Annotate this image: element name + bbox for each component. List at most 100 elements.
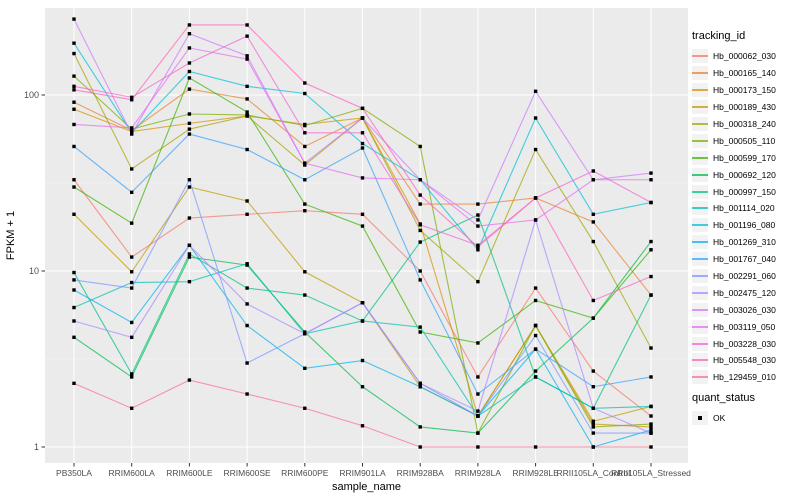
x-tick-label: RRIM928LE — [512, 468, 559, 478]
data-point-Hb_000165_140 — [418, 202, 422, 206]
data-point-Hb_000692_120 — [72, 335, 76, 340]
data-point-Hb_005548_030 — [360, 106, 365, 111]
legend-entry-label: Hb_000599_170 — [713, 152, 776, 163]
data-point-Hb_003228_030 — [187, 61, 192, 65]
data-point-Hb_002475_120 — [591, 406, 595, 410]
data-point-Hb_000318_240 — [187, 127, 192, 131]
x-tick-label: PB350LA — [56, 468, 92, 478]
data-point-Hb_000318_240 — [476, 279, 480, 284]
data-point-Hb_001196_080 — [303, 91, 307, 96]
data-point-Hb_000062_030 — [245, 212, 249, 216]
data-point-Hb_000318_240 — [533, 147, 538, 152]
data-point-Hb_001269_310 — [245, 323, 249, 328]
legend-entry-Hb_003026_030: Hb_003026_030 — [692, 301, 798, 318]
data-point-Hb_002475_120 — [72, 319, 76, 323]
data-point-Hb_001114_020 — [72, 305, 76, 310]
data-point-Hb_003119_050 — [533, 218, 538, 222]
data-point-Hb_000165_140 — [591, 220, 595, 224]
data-point-Hb_000505_110 — [591, 425, 595, 429]
data-point-Hb_003119_050 — [72, 122, 76, 127]
data-point-Hb_003228_030 — [591, 169, 595, 173]
data-point-Hb_000318_240 — [130, 167, 134, 171]
data-point-Hb_002291_060 — [533, 333, 538, 338]
data-point-Hb_000062_030 — [591, 369, 595, 373]
data-point-Hb_000599_170 — [418, 330, 422, 334]
legend-key-swatch — [692, 133, 708, 148]
legend-key-swatch — [692, 167, 708, 182]
legend-key-line-icon — [692, 139, 708, 142]
data-point-Hb_000062_030 — [187, 216, 192, 220]
data-point-Hb_005548_030 — [591, 298, 595, 303]
data-point-Hb_001767_040 — [591, 385, 595, 389]
data-point-Hb_003026_030 — [476, 218, 480, 222]
data-point-Hb_001114_020 — [418, 325, 422, 329]
legend-key-line-icon — [692, 241, 708, 244]
data-point-Hb_002475_120 — [187, 243, 192, 247]
legend-entry-label: Hb_000173_150 — [713, 85, 776, 96]
legend-entry-label: Hb_003228_030 — [713, 338, 776, 349]
legend-key-swatch — [692, 218, 708, 233]
legend-title-tracking-id: tracking_id — [692, 30, 746, 42]
quant-key-swatch — [692, 411, 708, 426]
legend-entry-label: Hb_002475_120 — [713, 287, 776, 298]
legend-entry-Hb_000505_110: Hb_000505_110 — [692, 132, 798, 149]
quant-status-label: OK — [713, 413, 726, 424]
data-point-Hb_001767_040 — [649, 375, 653, 379]
data-point-Hb_003119_050 — [130, 126, 134, 130]
legend-key-line-icon — [692, 359, 708, 362]
data-point-Hb_000189_430 — [245, 199, 249, 203]
data-point-Hb_000318_240 — [418, 228, 422, 233]
data-point-Hb_002475_120 — [649, 431, 653, 435]
legend-key-line-icon — [692, 258, 708, 261]
data-point-Hb_001114_020 — [245, 262, 249, 266]
data-point-Hb_003119_050 — [245, 57, 249, 61]
data-point-Hb_000692_120 — [187, 255, 192, 259]
black-square-point-icon — [698, 416, 702, 421]
data-point-Hb_000165_140 — [476, 202, 480, 206]
data-point-Hb_000173_150 — [649, 425, 653, 429]
legend-entry-label: Hb_000997_150 — [713, 186, 776, 197]
data-point-Hb_001114_020 — [360, 319, 365, 323]
legend-entry-Hb_001767_040: Hb_001767_040 — [692, 251, 798, 268]
data-point-Hb_000692_120 — [476, 431, 480, 435]
data-point-Hb_000692_120 — [533, 369, 538, 373]
data-point-Hb_001269_310 — [130, 320, 134, 325]
data-point-Hb_003119_050 — [476, 224, 480, 228]
legend-entry-label: Hb_001767_040 — [713, 254, 776, 265]
legend-entry-label: Hb_000062_030 — [713, 51, 776, 62]
data-point-Hb_001767_040 — [303, 178, 307, 182]
data-point-Hb_000505_110 — [187, 112, 192, 116]
legend-key-swatch — [692, 285, 708, 300]
data-point-Hb_000062_030 — [303, 209, 307, 213]
data-point-Hb_005548_030 — [303, 81, 307, 85]
data-point-Hb_000505_110 — [245, 113, 249, 117]
plot-panel — [45, 8, 688, 463]
data-point-Hb_002475_120 — [130, 335, 134, 340]
legend-key-line-icon — [692, 173, 708, 176]
legend-entry-Hb_129459_010: Hb_129459_010 — [692, 369, 798, 386]
data-point-Hb_003026_030 — [130, 132, 134, 136]
legend-entry-label: Hb_001114_020 — [713, 203, 775, 214]
legend-key-swatch — [692, 370, 708, 385]
legend-key-line-icon — [692, 308, 708, 311]
data-point-Hb_005548_030 — [476, 245, 480, 249]
legend-key-line-icon — [692, 275, 708, 278]
data-point-Hb_000062_030 — [418, 269, 422, 273]
data-point-Hb_002475_120 — [476, 409, 480, 413]
data-point-Hb_001269_310 — [360, 358, 365, 363]
data-point-Hb_129459_010 — [72, 381, 76, 386]
legend-key-swatch — [692, 100, 708, 115]
data-point-Hb_003119_050 — [591, 178, 595, 182]
legend-entry-label: Hb_003119_050 — [713, 321, 776, 332]
data-point-Hb_000165_140 — [245, 97, 249, 101]
data-point-Hb_000505_110 — [649, 422, 653, 426]
data-point-Hb_000189_430 — [303, 270, 307, 274]
legend-entry-Hb_000173_150: Hb_000173_150 — [692, 82, 798, 99]
data-point-Hb_000189_430 — [72, 212, 76, 216]
data-point-Hb_129459_010 — [591, 445, 595, 449]
data-point-Hb_000062_030 — [360, 212, 365, 216]
data-point-Hb_000599_170 — [187, 76, 192, 80]
data-point-Hb_000318_240 — [72, 51, 76, 56]
data-point-Hb_129459_010 — [245, 392, 249, 396]
legend-entry-Hb_005548_030: Hb_005548_030 — [692, 352, 798, 369]
